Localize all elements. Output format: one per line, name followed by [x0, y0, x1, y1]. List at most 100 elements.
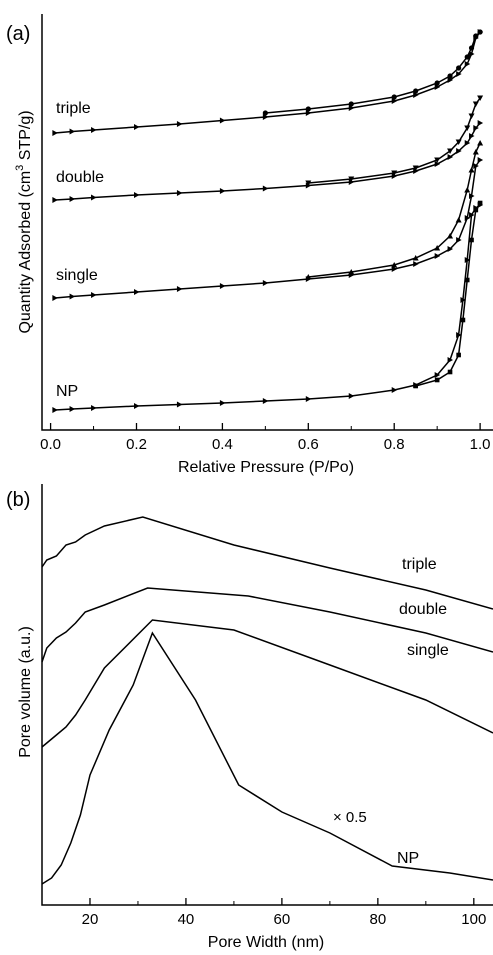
- b-double-line: [41, 587, 493, 663]
- a-double-point: [447, 148, 454, 154]
- a-triple-point: [176, 121, 183, 127]
- b-series-label-triple: triple: [402, 556, 437, 573]
- panel-a-label: (a): [6, 23, 30, 45]
- a-double-point: [412, 165, 419, 171]
- b-triple-line: [41, 516, 493, 610]
- a-double-point: [456, 148, 462, 154]
- a-x-tick-label: 0.6: [298, 436, 319, 453]
- a-double-point: [434, 157, 441, 163]
- a-single-point: [219, 283, 226, 289]
- a-NP-point: [447, 369, 453, 375]
- a-triple-point: [456, 65, 462, 71]
- a-double-point: [133, 192, 140, 198]
- a-double-point: [413, 168, 419, 174]
- a-single-point: [69, 293, 76, 300]
- panel-b-scale-annotation: × 0.5: [333, 809, 367, 826]
- a-NP-point: [391, 387, 398, 393]
- a-triple-point: [305, 106, 311, 112]
- a-triple-point: [447, 77, 454, 83]
- a-triple-point: [69, 128, 76, 135]
- a-NP-point: [447, 357, 454, 363]
- b-series-label-NP: NP: [397, 850, 419, 867]
- a-double-point: [477, 95, 484, 101]
- a-NP-point: [133, 403, 140, 409]
- b-series-label-single: single: [407, 642, 449, 659]
- a-double-point: [447, 154, 454, 160]
- panel-a-series-labels: triple double single NP: [56, 100, 104, 400]
- a-single-point: [469, 193, 475, 199]
- b-x-tick-label: 60: [274, 911, 291, 928]
- a-double-point: [305, 180, 312, 186]
- a-single-point: [447, 246, 454, 252]
- a-single-point: [52, 295, 58, 301]
- a-single-point: [455, 217, 462, 223]
- a-single-point: [412, 255, 419, 261]
- a-triple-point: [477, 29, 483, 35]
- a-triple-point: [262, 110, 268, 116]
- a-triple-point: [434, 84, 441, 90]
- panel-b-label: (b): [6, 489, 30, 511]
- a-triple-point: [434, 80, 440, 86]
- a-single-point: [477, 157, 484, 163]
- a-double-point: [91, 194, 97, 201]
- a-NP-point: [464, 277, 470, 283]
- a-x-tick-label: 0.2: [126, 436, 147, 453]
- a-NP-point: [91, 405, 97, 411]
- b-x-tick-label: 20: [82, 911, 99, 928]
- a-single-point: [447, 233, 454, 239]
- a-double-point: [434, 161, 441, 167]
- b-x-tick-label: 80: [370, 911, 387, 928]
- y-title-tail: STP/g): [17, 110, 34, 164]
- a-double-point: [391, 170, 398, 176]
- panel-b: (b) 20 40 60 80 100 triple double single NP × 0…: [6, 484, 493, 951]
- a-double-point: [469, 133, 475, 139]
- a-single-point: [91, 292, 97, 298]
- b-series-label-double: double: [399, 601, 447, 618]
- a-NP-point: [469, 237, 474, 243]
- a-triple-point: [91, 127, 97, 133]
- a-NP-point: [434, 372, 441, 378]
- a-double-point: [391, 173, 398, 179]
- a-NP-point: [456, 332, 462, 338]
- panel-b-series-labels: triple double single NP: [397, 556, 449, 867]
- y-title-main: Quantity Adsorbed (cm: [17, 171, 34, 334]
- a-single-desorption-line: [308, 142, 481, 278]
- a-triple-point: [219, 117, 226, 124]
- a-double-point: [262, 185, 269, 192]
- panel-b-x-axis-title: Pore Width (nm): [208, 934, 324, 951]
- a-single-point: [348, 269, 355, 275]
- a-NP-point: [219, 400, 226, 406]
- a-triple-point: [133, 124, 140, 130]
- panel-b-y-axis-title: Pore volume (a.u.): [17, 626, 34, 758]
- a-triple-desorption-line: [265, 31, 481, 114]
- a-series-label-NP: NP: [56, 383, 78, 400]
- y-title-sup: 3: [14, 165, 26, 171]
- a-NP-point: [434, 377, 440, 383]
- a-single-point: [176, 286, 183, 292]
- panel-a-x-ticks: 0.0 0.2 0.4 0.6 0.8 1.0: [40, 423, 491, 453]
- a-double-point: [219, 188, 226, 194]
- panel-a-y-axis-title: Quantity Adsorbed (cm3 STP/g): [14, 110, 34, 333]
- a-triple-point: [469, 51, 475, 57]
- b-single-line: [41, 619, 493, 748]
- a-single-point: [413, 261, 419, 267]
- a-double-point: [468, 113, 475, 119]
- a-NP-point: [464, 257, 471, 263]
- panel-a-series: [52, 29, 484, 413]
- a-double-point: [52, 197, 58, 203]
- a-double-point: [472, 101, 479, 107]
- a-single-point: [305, 274, 312, 280]
- panel-b-series: [41, 516, 493, 885]
- a-NP-point: [460, 297, 466, 303]
- panel-a-axes: [41, 14, 493, 431]
- a-NP-point: [176, 401, 183, 408]
- panel-b-axes: [41, 484, 493, 906]
- a-triple-point: [473, 33, 479, 39]
- a-NP-point: [460, 317, 466, 323]
- panel-a: (a) 0.0 0.2 0.4 0.6 0.8 1.0 triple double singl…: [6, 14, 493, 476]
- a-double-point: [464, 140, 471, 146]
- b-NP-line: [41, 631, 493, 885]
- a-NP-point: [262, 398, 269, 404]
- a-NP-point: [52, 407, 58, 413]
- a-NP-point: [305, 396, 312, 402]
